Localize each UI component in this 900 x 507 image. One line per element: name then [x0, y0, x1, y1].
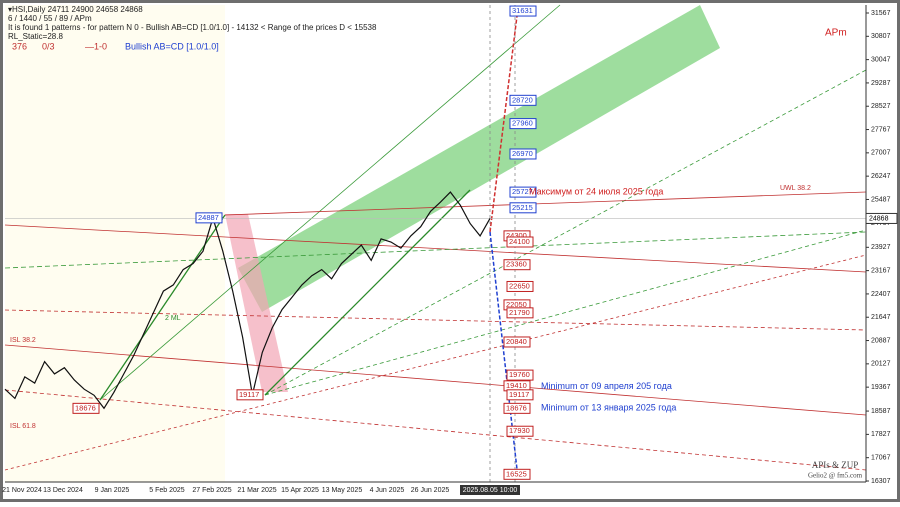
y-tick-label: 17067 — [871, 455, 891, 462]
pivot-level-label: 19117 — [239, 390, 259, 399]
header-line: 6 / 1440 / 55 / 89 / APm — [8, 14, 92, 23]
x-tick-label: 13 Dec 2024 — [43, 487, 83, 494]
x-tick-label: 15 Apr 2025 — [281, 487, 319, 494]
red-level — [506, 369, 534, 381]
red-level-label: 22650 — [509, 281, 530, 290]
status-text: —1-0 — [85, 41, 107, 51]
red-level — [503, 336, 531, 348]
y-tick-label: 20887 — [871, 337, 891, 344]
blue-level — [509, 94, 537, 106]
pivot-level-label: 18676 — [75, 403, 96, 412]
y-tick-label: 26247 — [871, 173, 891, 180]
y-tick-label: 31567 — [871, 10, 891, 17]
blue-level-label: 26970 — [512, 149, 533, 158]
y-tick-label: 23167 — [871, 267, 891, 274]
zone — [5, 5, 225, 482]
annotation: Minimum от 13 января 2025 года — [541, 403, 676, 413]
pitchfork-lines — [4, 4, 867, 482]
y-tick-label: 29287 — [871, 80, 891, 87]
blue-level — [509, 186, 537, 198]
red-level-label: 22050 — [506, 300, 527, 309]
red-level — [506, 307, 534, 319]
watermark: Gelio2 @ fm5.com — [808, 472, 863, 480]
corner-label: APm — [825, 28, 847, 39]
red-level-label: 23360 — [506, 260, 527, 269]
annotation: Minimum от 09 апреля 205 года — [541, 381, 672, 391]
red-level-label: 19760 — [509, 370, 530, 379]
time-box — [460, 485, 520, 495]
pivot-level — [72, 402, 100, 414]
blue-level — [509, 148, 537, 160]
red-level-label: 19410 — [506, 381, 527, 390]
x-tick-label: 2025.08.05 10:00 — [463, 487, 518, 494]
line-label: UWL 38.2 — [780, 185, 811, 192]
y-tick-label: 22407 — [871, 291, 891, 298]
red-level — [506, 236, 534, 248]
red-level — [503, 468, 531, 480]
blue-level — [509, 5, 537, 17]
red-level-label: 24100 — [509, 237, 530, 246]
y-tick-label: 20127 — [871, 361, 891, 368]
line-label: 2 ML — [165, 315, 181, 322]
x-tick-label: 9 Jan 2025 — [95, 487, 130, 494]
header-line: RL_Static=28.8 — [8, 32, 63, 41]
red-level — [506, 389, 534, 401]
red-level-label: 18676 — [506, 403, 527, 412]
status-text: Bullish AB=CD [1.0/1.0] — [125, 41, 219, 51]
pivot-level — [236, 389, 264, 401]
annotation: Максимум от 24 июля 2025 года — [529, 186, 663, 196]
red-level — [506, 280, 534, 292]
status-text: 0/3 — [42, 41, 55, 51]
blue-level-label: 25215 — [512, 203, 533, 212]
red-level-label: 21790 — [509, 308, 530, 317]
y-tick-label: 16307 — [871, 478, 891, 485]
y-tick-label: 17827 — [871, 431, 891, 438]
watermark: APIs & ZUP — [812, 460, 859, 470]
y-tick-label: 23927 — [871, 244, 891, 251]
blue-level — [509, 202, 537, 214]
blue-level-label: 25727 — [512, 187, 533, 196]
blue-level-label: 28720 — [512, 95, 533, 104]
header-line: It is found 1 patterns - for pattern N 0… — [8, 23, 377, 32]
red-level-label: 20840 — [506, 337, 527, 346]
x-tick-label: 21 Nov 2024 — [2, 487, 42, 494]
red-level-label: 17930 — [509, 426, 530, 435]
y-tick-label: 25487 — [871, 196, 891, 203]
y-tick-label: 28527 — [871, 103, 891, 110]
price-line — [4, 191, 491, 410]
y-tick-label: 18587 — [871, 408, 891, 415]
pivot-level — [195, 212, 223, 224]
red-level-label: 16525 — [506, 469, 527, 478]
red-level — [503, 259, 531, 271]
blue-level-label: 31631 — [512, 6, 533, 15]
current-price-box — [865, 212, 898, 224]
x-tick-label: 26 Jun 2025 — [411, 487, 450, 494]
line-label: ISL 38.2 — [10, 337, 36, 344]
header-line: ▾HSI,Daily 24711 24900 24658 24868 — [8, 5, 143, 14]
blue-level-label: 27960 — [512, 119, 533, 128]
pivot-level-label: 24887 — [198, 213, 219, 222]
y-tick-label: 19367 — [871, 384, 891, 391]
red-level-label: 24300 — [506, 231, 527, 240]
red-level — [503, 402, 531, 414]
red-level — [506, 425, 534, 437]
x-tick-label: 27 Feb 2025 — [192, 487, 231, 494]
y-tick-label: 30047 — [871, 56, 891, 63]
y-tick-label: 27767 — [871, 126, 891, 133]
green-band — [238, 5, 720, 312]
x-tick-label: 4 Jun 2025 — [370, 487, 405, 494]
y-tick-label: 27007 — [871, 150, 891, 157]
x-tick-label: 5 Feb 2025 — [149, 487, 185, 494]
status-text: 376 — [12, 41, 27, 51]
y-tick-label: 21647 — [871, 314, 891, 321]
x-tick-label: 21 Mar 2025 — [237, 487, 276, 494]
blue-level — [509, 118, 537, 130]
current-price-label: 24868 — [869, 215, 889, 222]
red-level-label: 19117 — [509, 390, 529, 399]
line-label: ISL 61.8 — [10, 423, 36, 430]
x-tick-label: 13 May 2025 — [322, 487, 363, 494]
y-tick-label: 30807 — [871, 33, 891, 40]
